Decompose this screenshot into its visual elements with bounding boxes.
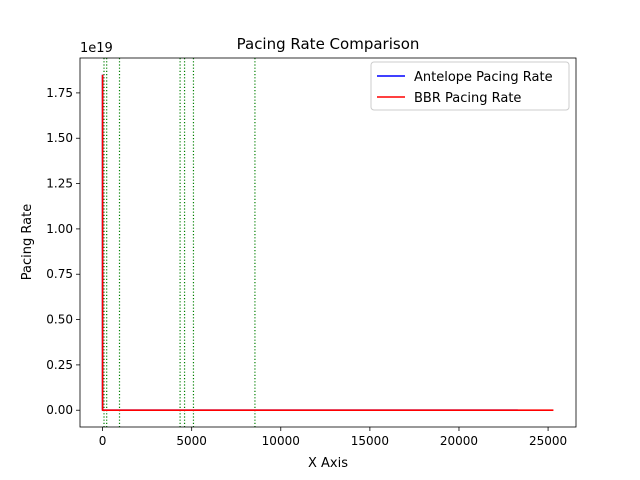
y-tick-label: 0.00 bbox=[46, 403, 73, 417]
series-line-bbr bbox=[101, 74, 554, 412]
legend-box bbox=[370, 61, 570, 111]
x-tick-label: 20000 bbox=[440, 434, 478, 448]
y-tick-label: 0.25 bbox=[46, 358, 73, 372]
axes-content: 0 5000 10000 15000 20000 25000 0.00 0.25 0.50 0.7… bbox=[46, 86, 567, 448]
x-tick-label: 5000 bbox=[176, 434, 207, 448]
y-tick-label: 1.00 bbox=[46, 222, 73, 236]
y-tick-label: 1.75 bbox=[46, 86, 73, 100]
y-offset-label: 1e19 bbox=[80, 41, 113, 56]
legend: Antelope Pacing Rate BBR Pacing Rate bbox=[370, 61, 570, 111]
y-tick-label: 0.50 bbox=[46, 313, 73, 327]
x-axis-label: X Axis bbox=[308, 456, 348, 471]
plot-content bbox=[101, 58, 554, 427]
y-tick-label: 0.75 bbox=[46, 267, 73, 281]
legend-label-antelope: Antelope Pacing Rate bbox=[414, 70, 553, 85]
y-axis-label: Pacing Rate bbox=[20, 204, 35, 280]
x-tick-label: 25000 bbox=[529, 434, 567, 448]
legend-label-bbr: BBR Pacing Rate bbox=[414, 91, 521, 106]
y-tick-label: 1.50 bbox=[46, 131, 73, 145]
x-tick-label: 10000 bbox=[262, 434, 300, 448]
plot-frame bbox=[79, 57, 577, 428]
x-tick-label: 15000 bbox=[351, 434, 389, 448]
x-tick-label: 0 bbox=[99, 434, 107, 448]
y-tick-label: 1.25 bbox=[46, 177, 73, 191]
chart-title: Pacing Rate Comparison bbox=[237, 35, 420, 53]
